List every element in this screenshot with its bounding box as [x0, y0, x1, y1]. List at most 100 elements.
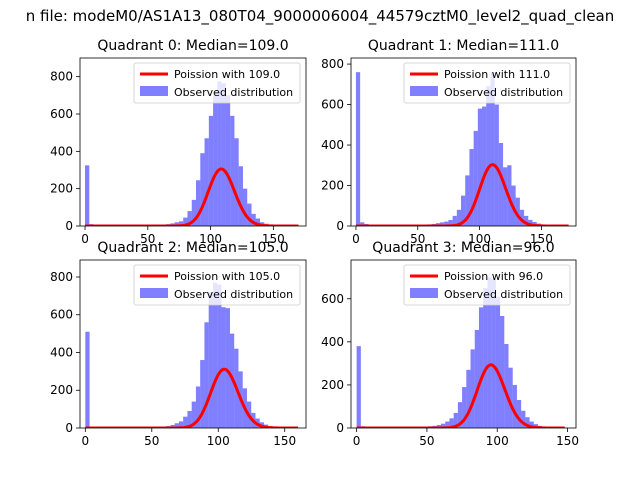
x-tick-label: 100 [468, 232, 491, 246]
x-tick-label: 50 [144, 434, 159, 448]
histogram-bar [191, 401, 196, 428]
y-tick-label: 0 [336, 219, 344, 233]
x-tick-label: 150 [273, 434, 296, 448]
y-tick-label: 200 [321, 179, 344, 193]
histogram-bar [204, 322, 209, 428]
y-tick-label: 600 [50, 308, 73, 322]
legend-box [133, 62, 301, 104]
histogram-bar [495, 296, 501, 428]
histogram-bar [504, 344, 509, 428]
histogram-bar [247, 203, 252, 226]
axes-frame [79, 57, 307, 227]
histogram-bar [516, 400, 522, 428]
histogram-bar [238, 166, 243, 226]
histogram-bar [490, 72, 495, 226]
histogram-bar [528, 219, 533, 226]
y-tick-label: 800 [50, 70, 73, 84]
histogram-bar [183, 217, 188, 226]
legend-hist-label: Observed distribution [174, 288, 293, 301]
histogram-bar [525, 417, 530, 428]
y-tick-label: 0 [65, 219, 73, 233]
x-tick-label: 50 [410, 232, 425, 246]
subplot-quadrant-3: 0 50 100 150 0 200 400 600 Quadrant 3: Median=96… [321, 240, 579, 448]
x-tick-label: 100 [207, 434, 230, 448]
poisson-curve [84, 167, 299, 226]
y-tick-label: 0 [65, 421, 73, 435]
histogram-bar [491, 279, 496, 428]
legend: Poission with 105.0 Observed distribution [133, 264, 301, 306]
histogram-bars [356, 277, 568, 428]
legend-curve-label: Poission with 111.0 [444, 68, 550, 81]
subplot-title: Quadrant 2: Median=105.0 [97, 240, 288, 256]
histogram-bar [187, 411, 192, 428]
subplot-title: Quadrant 1: Median=111.0 [368, 38, 559, 54]
histogram-bar [187, 211, 192, 226]
histogram-bar [251, 213, 256, 226]
legend-hist-label: Observed distribution [174, 86, 293, 99]
y-tick-label: 400 [50, 345, 73, 359]
subplot-quadrant-1: 0 50 100 150 0 200 400 600 800 Quadrant 1: Median… [321, 38, 577, 246]
histogram-bar [456, 209, 462, 226]
histogram-bar [462, 387, 467, 428]
histogram-bar [195, 386, 201, 428]
histogram-bar [242, 188, 248, 226]
histogram-bar [212, 282, 218, 428]
histogram-bar [356, 346, 361, 428]
histogram-bar [521, 410, 526, 428]
histogram-bar [494, 104, 499, 226]
legend-hist-swatch [140, 86, 168, 96]
legend-hist-swatch [140, 288, 168, 298]
histogram-bar [230, 115, 235, 226]
histogram-bar [441, 423, 446, 428]
histogram-bar [200, 153, 205, 226]
histogram-bar [461, 195, 466, 226]
legend: Poission with 111.0 Observed distribution [403, 62, 571, 104]
y-tick-label: 200 [321, 378, 344, 392]
histogram-bar [449, 418, 454, 428]
histogram-bar [85, 331, 90, 428]
histogram-bar [196, 180, 201, 226]
axes-frame [350, 57, 577, 227]
histogram-bar [466, 369, 471, 428]
histogram-bar [200, 360, 205, 428]
histogram-bar [204, 138, 209, 226]
histogram-bar [453, 412, 458, 428]
x-tick-label: 100 [486, 434, 509, 448]
histogram-bar [444, 221, 449, 226]
y-tick-label: 200 [50, 182, 73, 196]
legend-hist-swatch [410, 86, 438, 96]
y-tick-label: 800 [321, 57, 344, 71]
histogram-bar [473, 130, 478, 226]
x-tick-label: 150 [530, 232, 553, 246]
histogram-bar [452, 215, 457, 226]
histogram-bar [85, 165, 90, 226]
histogram-bar [519, 209, 525, 226]
histogram-bar [512, 384, 517, 428]
legend-hist-swatch [410, 288, 438, 298]
x-tick-label: 150 [262, 232, 285, 246]
subplot-quadrant-2: 0 50 100 150 0 200 400 600 800 Quadrant 2: Median… [50, 240, 307, 448]
histogram-bar [508, 367, 513, 428]
y-tick-label: 400 [50, 144, 73, 158]
histogram-bar [498, 143, 504, 226]
y-tick-label: 200 [50, 383, 73, 397]
histogram-bar [234, 138, 239, 226]
poisson-curve [355, 163, 569, 226]
histogram-bar [487, 277, 492, 428]
y-tick-label: 600 [50, 107, 73, 121]
histogram-bar [477, 108, 483, 226]
histogram-bar [191, 199, 197, 226]
histogram-bar [221, 83, 226, 226]
subplot-title: Quadrant 0: Median=109.0 [97, 38, 288, 54]
subplot-title: Quadrant 3: Median=96.0 [372, 240, 554, 256]
histogram-bar [448, 219, 453, 226]
histogram-bar [478, 307, 484, 428]
x-tick-label: 0 [352, 232, 360, 246]
histogram-bar [440, 222, 445, 226]
histogram-bar [225, 95, 231, 226]
x-tick-label: 0 [353, 434, 361, 448]
histogram-bar [483, 288, 488, 428]
histogram-bar [217, 284, 222, 428]
histogram-bar [225, 308, 230, 428]
